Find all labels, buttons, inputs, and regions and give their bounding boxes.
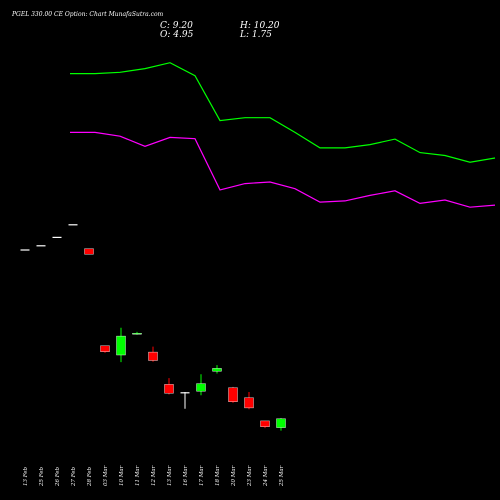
candle-body bbox=[148, 351, 158, 361]
candle-10 bbox=[180, 392, 190, 409]
x-tick-label: 18 Mar bbox=[215, 465, 221, 486]
low-value: L: 1.75 bbox=[239, 30, 272, 40]
candle-body bbox=[244, 397, 254, 409]
overlay-line-0 bbox=[70, 62, 496, 163]
x-tick-label: 12 Mar bbox=[151, 465, 157, 486]
candle-5 bbox=[100, 345, 110, 353]
x-tick-label: 24 Mar bbox=[263, 465, 269, 487]
candle-body bbox=[84, 248, 94, 255]
candle-body bbox=[196, 383, 206, 392]
candle-7 bbox=[132, 331, 142, 335]
candle-15 bbox=[260, 420, 270, 429]
candle-14 bbox=[244, 392, 254, 410]
x-tick-label: 10 Mar bbox=[119, 465, 125, 486]
x-tick-label: 23 Mar bbox=[247, 465, 253, 487]
x-tick-label: 13 Mar bbox=[167, 465, 173, 486]
candle-11 bbox=[196, 374, 206, 396]
candle-layer bbox=[20, 224, 286, 431]
overlay-layer bbox=[70, 62, 496, 208]
chart-title: PGEL 330.00 CE Option: Chart MunafaSutra… bbox=[11, 11, 164, 18]
candle-13 bbox=[228, 386, 238, 403]
x-tick-label: 28 Feb bbox=[87, 466, 93, 487]
candle-body bbox=[276, 418, 286, 428]
x-tick-label: 17 Mar bbox=[199, 465, 205, 486]
candle-9 bbox=[164, 378, 174, 395]
candle-16 bbox=[276, 418, 286, 431]
x-tick-label: 25 Feb bbox=[39, 466, 45, 487]
candle-4 bbox=[84, 248, 94, 255]
x-tick-label: 16 Mar bbox=[183, 465, 189, 486]
high-value: H: 10.20 bbox=[239, 21, 280, 31]
candle-body bbox=[164, 384, 174, 394]
x-tick-label: 27 Feb bbox=[71, 466, 77, 487]
candle-body bbox=[212, 368, 222, 372]
close-value: C: 9.20 bbox=[160, 21, 193, 31]
candle-body bbox=[100, 345, 110, 352]
x-tick-label: 13 Feb bbox=[23, 466, 29, 486]
x-axis: 13 Feb 25 Feb 26 Feb 27 Feb 28 Feb 03 Mar 10 M… bbox=[23, 465, 285, 487]
x-tick-label: 26 Feb bbox=[55, 466, 61, 487]
candle-8 bbox=[148, 346, 158, 362]
x-tick-label: 25 Mar bbox=[279, 465, 285, 487]
x-tick-label: 20 Mar bbox=[231, 465, 237, 487]
candle-12 bbox=[212, 365, 222, 374]
candle-body bbox=[260, 420, 270, 427]
x-tick-label: 03 Mar bbox=[103, 465, 109, 486]
open-value: O: 4.95 bbox=[160, 30, 194, 40]
overlay-line-1 bbox=[70, 131, 496, 208]
candle-6 bbox=[116, 327, 126, 363]
x-tick-label: 11 Mar bbox=[135, 465, 141, 486]
candle-body bbox=[132, 333, 142, 335]
candle-body bbox=[116, 335, 126, 356]
candle-body bbox=[228, 387, 238, 402]
